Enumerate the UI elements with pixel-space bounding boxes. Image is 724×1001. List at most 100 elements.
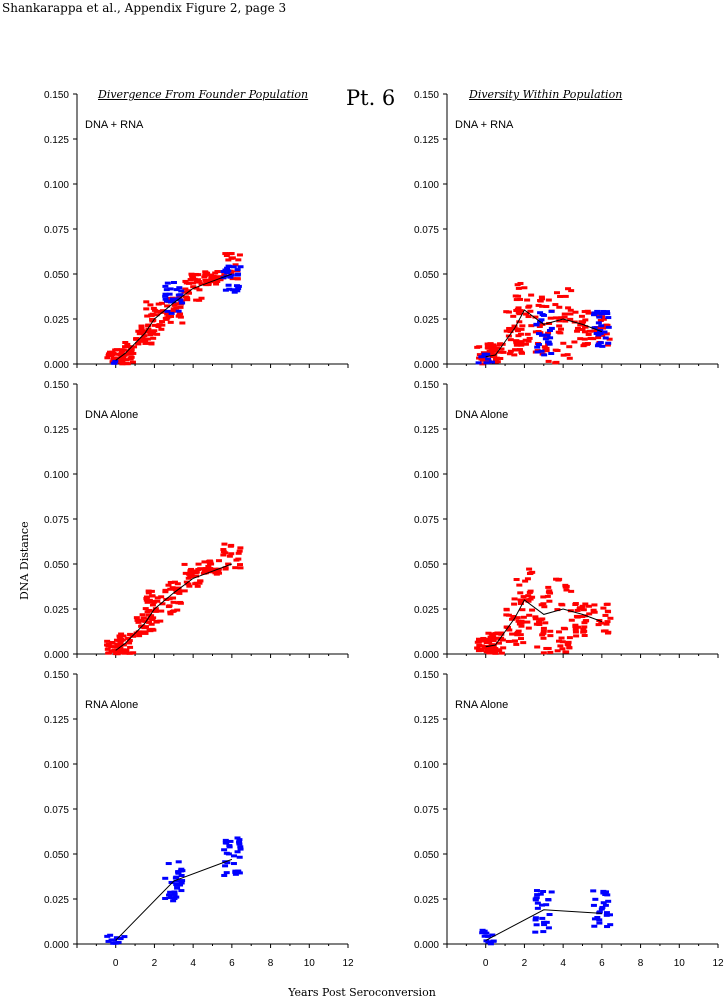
data-point	[525, 339, 532, 343]
data-point	[193, 574, 200, 578]
data-point	[152, 609, 159, 613]
data-point	[490, 353, 497, 357]
data-point	[500, 646, 507, 650]
data-point	[503, 625, 510, 629]
data-point	[494, 360, 501, 364]
data-point	[524, 298, 531, 302]
data-point	[223, 871, 230, 875]
data-point	[591, 610, 598, 614]
data-point	[228, 552, 235, 556]
data-point	[142, 607, 149, 611]
data-point	[507, 349, 514, 353]
data-point	[527, 309, 534, 313]
data-point	[144, 337, 151, 341]
data-point	[123, 358, 130, 362]
data-point	[603, 310, 610, 314]
data-point	[559, 640, 566, 644]
data-point	[158, 609, 165, 613]
data-point	[236, 840, 243, 844]
data-point	[215, 559, 222, 563]
data-point	[565, 306, 572, 310]
data-point	[581, 330, 588, 334]
data-point	[600, 901, 607, 905]
data-point	[510, 314, 517, 318]
data-point	[581, 614, 588, 618]
data-point	[155, 325, 162, 329]
data-point	[478, 644, 485, 648]
data-point	[152, 607, 159, 611]
data-point	[537, 299, 544, 303]
data-point	[517, 281, 524, 285]
data-point	[131, 345, 138, 349]
data-point	[604, 925, 611, 929]
data-point	[237, 845, 244, 849]
data-point	[213, 572, 220, 576]
data-point	[518, 600, 525, 604]
y-tick-label: 0.050	[44, 560, 69, 571]
data-point	[581, 337, 588, 341]
y-tick-label: 0.000	[414, 360, 439, 371]
data-point	[163, 299, 170, 303]
data-point	[515, 629, 522, 633]
data-point	[141, 334, 148, 338]
data-point	[198, 296, 205, 300]
data-point	[175, 309, 182, 313]
data-point	[537, 618, 544, 622]
data-point	[176, 286, 183, 290]
data-point	[178, 873, 185, 877]
data-point	[140, 616, 147, 620]
data-point	[520, 641, 527, 645]
data-point	[213, 282, 220, 286]
data-point	[566, 646, 573, 650]
data-point	[154, 332, 161, 336]
data-point	[517, 332, 524, 336]
data-point	[505, 639, 512, 643]
data-point	[594, 344, 601, 348]
data-point	[562, 294, 569, 298]
data-point	[498, 651, 505, 655]
x-axis-label: Years Post Seroconversion	[288, 986, 436, 999]
data-point	[564, 353, 571, 357]
data-point	[543, 646, 550, 650]
data-point	[518, 624, 525, 628]
data-point	[596, 315, 603, 319]
data-point	[591, 603, 598, 607]
data-point	[496, 343, 503, 347]
mean-line	[485, 909, 602, 941]
data-point	[144, 600, 151, 604]
data-point	[113, 638, 120, 642]
data-point	[528, 293, 535, 297]
data-point	[222, 551, 229, 555]
data-point	[122, 651, 129, 655]
data-point	[207, 560, 214, 564]
data-point	[226, 844, 233, 848]
data-point	[119, 362, 126, 366]
x-tick-label: 12	[342, 958, 354, 969]
data-point	[606, 913, 613, 917]
data-point	[526, 590, 533, 594]
data-point	[484, 352, 491, 356]
data-point	[182, 279, 189, 283]
data-point	[165, 862, 172, 866]
data-point	[232, 566, 239, 570]
data-point	[483, 361, 490, 365]
data-point	[212, 276, 219, 280]
data-point	[602, 629, 609, 633]
data-point	[237, 847, 244, 851]
data-point	[476, 638, 483, 642]
data-point	[535, 303, 542, 307]
data-point	[567, 308, 574, 312]
data-point	[164, 304, 171, 308]
data-point	[182, 287, 189, 291]
data-point	[235, 258, 242, 262]
data-point	[194, 278, 201, 282]
data-point	[517, 297, 524, 301]
data-point	[604, 323, 611, 327]
data-point	[595, 336, 602, 340]
data-point	[149, 603, 156, 607]
data-point	[222, 567, 229, 571]
data-point	[128, 355, 135, 359]
data-point	[513, 642, 520, 646]
data-point	[139, 331, 146, 335]
data-point	[538, 349, 545, 353]
